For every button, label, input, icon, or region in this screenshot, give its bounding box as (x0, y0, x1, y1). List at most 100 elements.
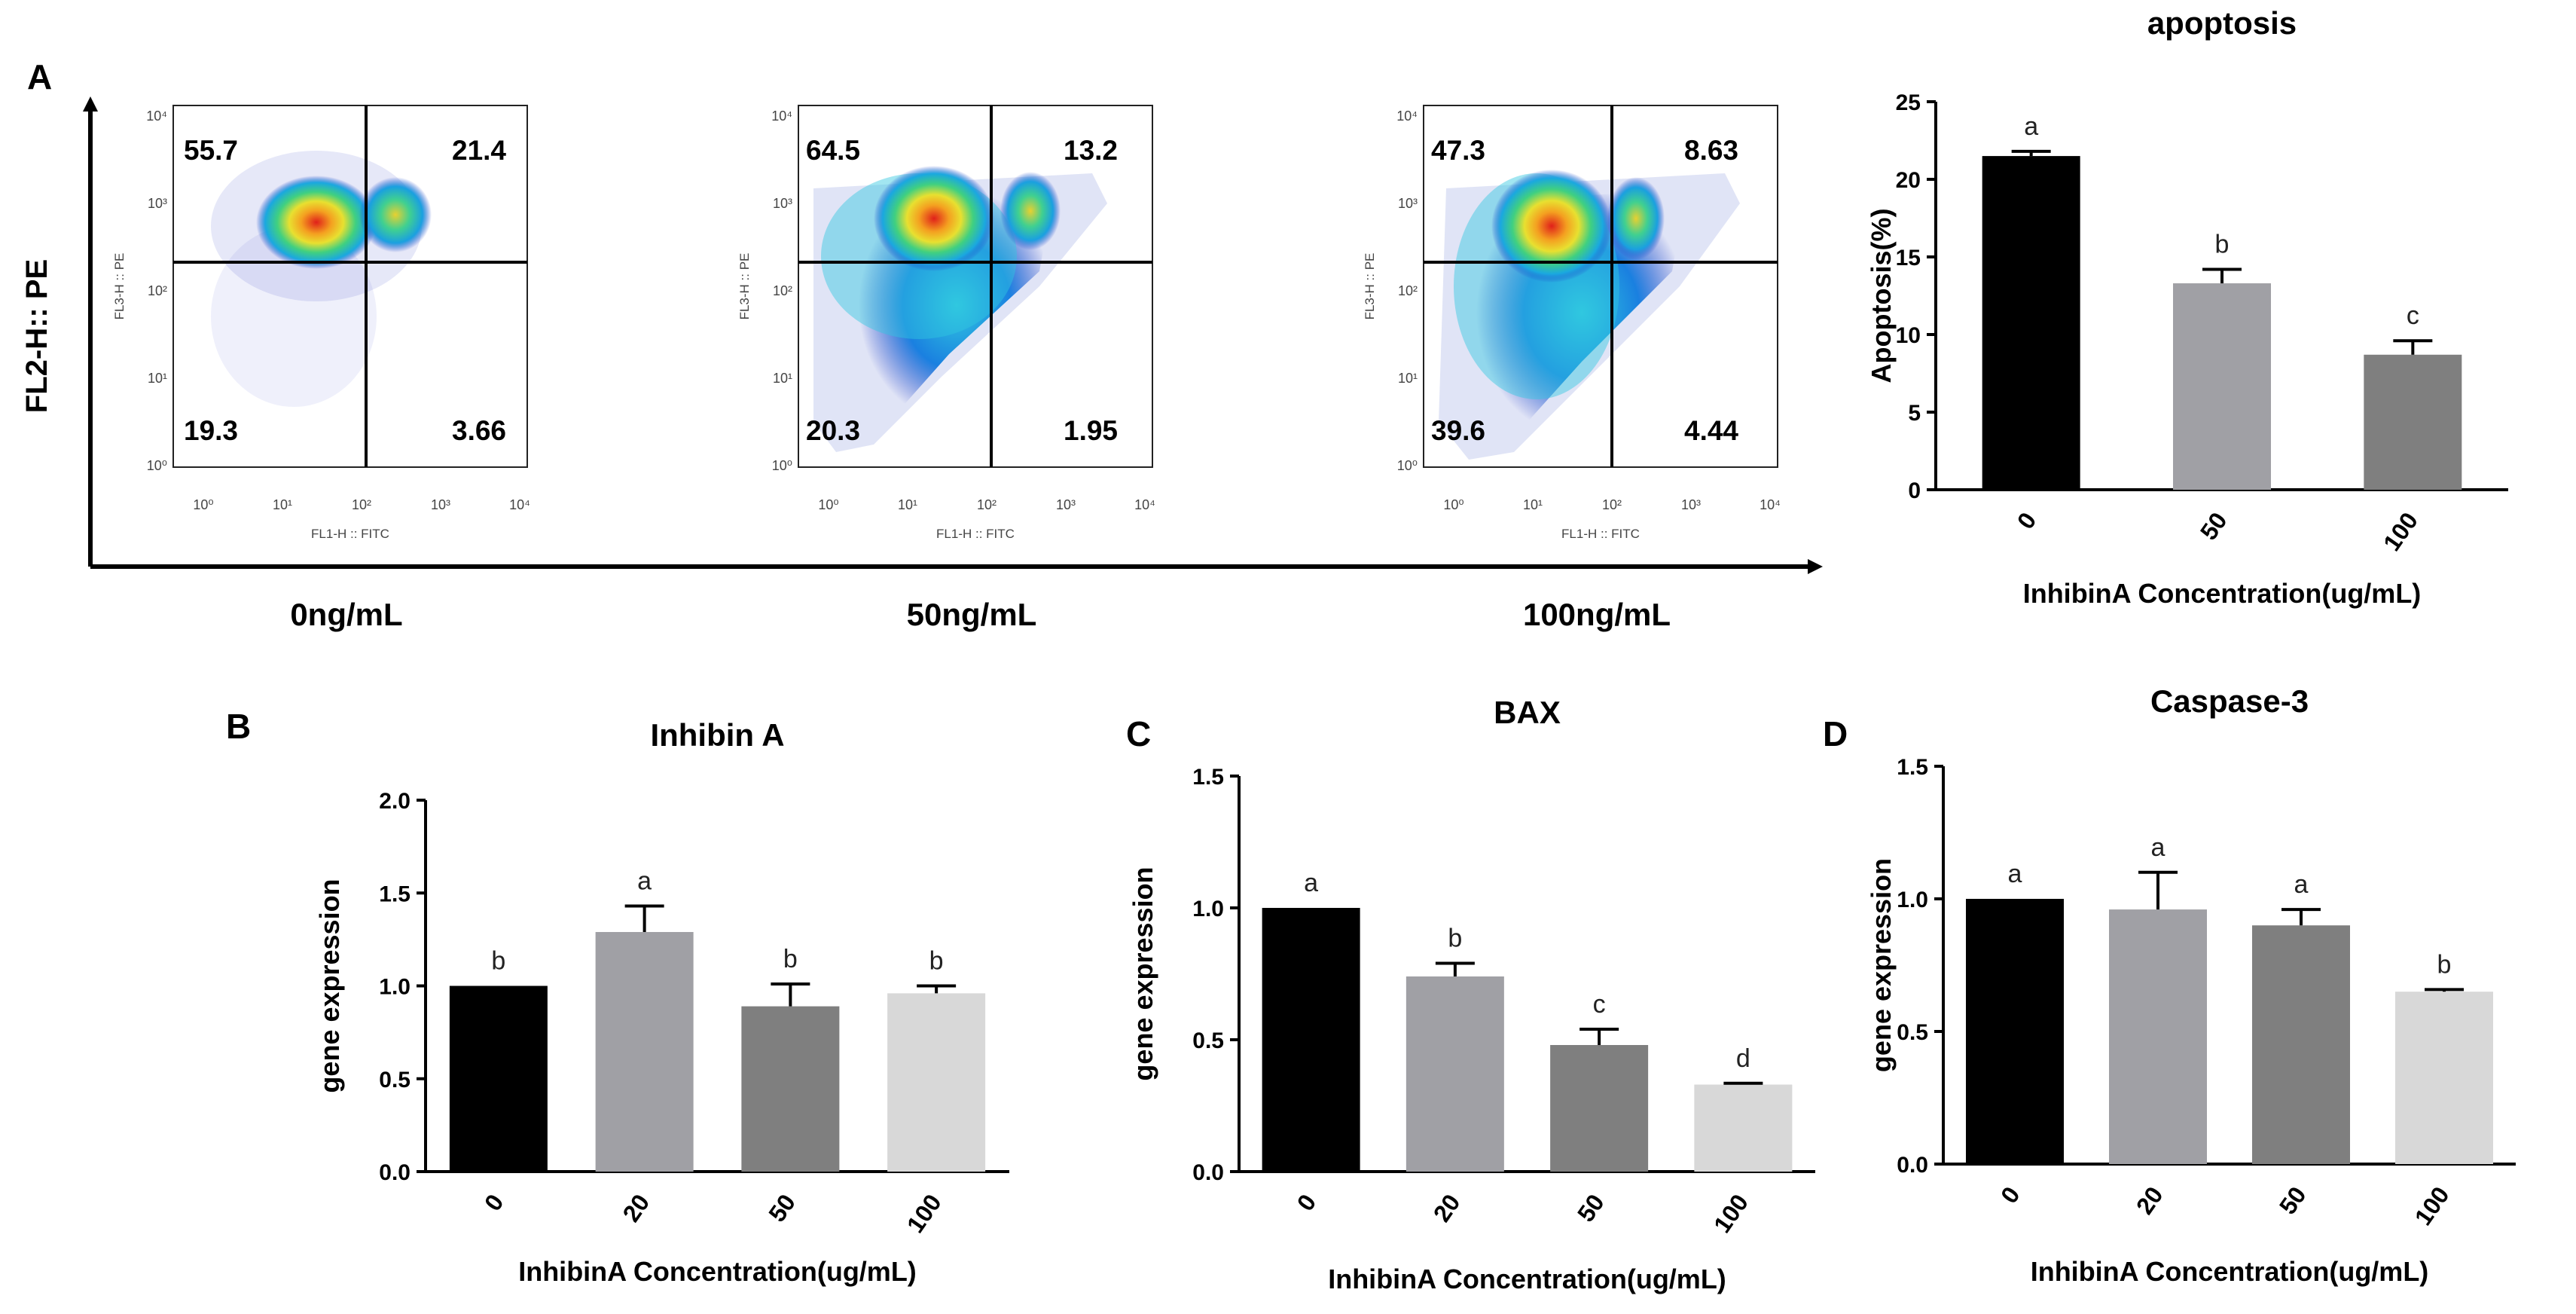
x-tick-label: 50 (2195, 507, 2233, 545)
x-axis-label: InhibinA Concentration(ug/mL) (2031, 1256, 2429, 1287)
flow-condition-label: 50ng/mL (907, 597, 1037, 632)
y-tick-label: 1.0 (379, 975, 411, 1000)
flow-cloud (1439, 170, 1740, 460)
chart-bax: BAX 0.0 0.5 1.0 1.5 gene expression a 0 b 20 c 50 d 1… (1128, 695, 1815, 1294)
x-tick-label: 50 (1572, 1189, 1610, 1227)
flow-plot-50ng: 64.5 13.2 20.3 1.95 10⁰ 10¹ 10² 10³ 10⁴ … (737, 105, 1155, 541)
flow-y-label: FL3-H :: PE (1363, 253, 1377, 320)
significance-letter: b (491, 947, 505, 976)
bar (1966, 899, 2064, 1164)
x-tick-label: 20 (617, 1189, 655, 1227)
x-tick-label: 10¹ (898, 497, 917, 512)
chart-apoptosis: apoptosis 0 5 10 15 20 25 Apoptosis(%) a 0 b 50 c 100… (1866, 5, 2508, 609)
x-tick-label: 100 (902, 1189, 947, 1237)
x-tick-label: 0 (479, 1189, 509, 1215)
significance-letter: d (1736, 1044, 1750, 1073)
y-tick-label: 10³ (148, 196, 167, 211)
y-axis-label: Apoptosis(%) (1866, 209, 1897, 384)
x-tick-label: 50 (2274, 1181, 2312, 1219)
y-tick-label: 1.5 (1192, 765, 1224, 790)
significance-letter: a (2151, 833, 2165, 862)
quadrant-ll-value: 20.3 (806, 415, 860, 446)
flow-plot-0ng: 55.7 21.4 19.3 3.66 10⁰ 10¹ 10² 10³ 10⁴ … (112, 105, 530, 541)
y-tick-label: 10² (773, 283, 792, 298)
x-tick-label: 10³ (1681, 497, 1701, 512)
significance-letter: a (2294, 870, 2309, 899)
quadrant-ur-value: 8.63 (1684, 135, 1738, 166)
x-tick-label: 100 (1708, 1189, 1753, 1237)
y-tick-label: 0.0 (379, 1160, 411, 1185)
bar (2173, 283, 2271, 490)
significance-letter: b (1448, 924, 1462, 953)
y-tick-label: 10¹ (773, 371, 792, 386)
y-tick-label: 0.0 (1897, 1153, 1928, 1178)
y-tick-label: 1.0 (1192, 897, 1224, 921)
y-tick-label: 10³ (1398, 196, 1418, 211)
flow-x-label: FL1-H :: FITC (1561, 527, 1640, 541)
y-tick-label: 10¹ (148, 371, 167, 386)
panel-label-b: B (226, 707, 251, 746)
x-axis-label: InhibinA Concentration(ug/mL) (518, 1256, 917, 1287)
bar (2109, 909, 2207, 1164)
y-tick-label: 10⁴ (771, 108, 792, 124)
y-axis-label: gene expression (1866, 858, 1897, 1072)
y-tick-label: 10⁰ (1397, 458, 1418, 473)
x-tick-label: 10⁰ (193, 497, 213, 512)
flow-y-label: FL3-H :: PE (737, 253, 752, 320)
y-tick-label: 10² (1398, 283, 1418, 298)
bar (1982, 156, 2080, 490)
y-tick-label: 15 (1896, 246, 1921, 270)
quadrant-ll-value: 19.3 (184, 415, 238, 446)
x-tick-label: 10² (1602, 497, 1622, 512)
quadrant-ul-value: 55.7 (184, 135, 238, 166)
significance-letter: b (2215, 230, 2230, 258)
flow-y-label: FL3-H :: PE (112, 253, 127, 320)
quadrant-ul-value: 47.3 (1431, 135, 1485, 166)
chart-title: Inhibin A (650, 717, 784, 753)
y-tick-label: 25 (1896, 90, 1921, 115)
y-tick-label: 2.0 (379, 789, 411, 814)
y-tick-label: 0.5 (1192, 1028, 1224, 1053)
x-tick-label: 10² (352, 497, 371, 512)
x-tick-label: 10⁴ (509, 497, 530, 512)
y-tick-label: 0.5 (379, 1068, 411, 1092)
panel-label-d: D (1823, 714, 1848, 753)
bar (449, 986, 548, 1172)
quadrant-ll-value: 39.6 (1431, 415, 1485, 446)
y-tick-label: 1.5 (1897, 755, 1928, 780)
y-axis-label: gene expression (314, 879, 345, 1092)
x-tick-label: 10³ (1056, 497, 1076, 512)
x-tick-label: 10¹ (1523, 497, 1543, 512)
significance-letter: a (1304, 869, 1318, 897)
bar (1550, 1045, 1649, 1172)
x-tick-label: 10⁴ (1134, 497, 1155, 512)
y-tick-label: 0 (1908, 478, 1921, 503)
y-tick-label: 10¹ (1398, 371, 1418, 386)
flow-y-axis-label: FL2-H:: PE (20, 259, 53, 413)
bar (1694, 1084, 1793, 1172)
panel-label-a: A (27, 57, 52, 96)
chart-title: BAX (1494, 695, 1561, 730)
significance-letter: c (1593, 990, 1606, 1019)
significance-letter: a (637, 867, 652, 896)
quadrant-ul-value: 64.5 (806, 135, 860, 166)
chart-title: apoptosis (2147, 5, 2297, 41)
x-tick-label: 20 (1428, 1189, 1466, 1227)
bar (887, 993, 986, 1172)
x-tick-label: 0 (2012, 507, 2042, 533)
bar (595, 932, 694, 1172)
y-tick-label: 0.0 (1192, 1160, 1224, 1185)
x-tick-label: 0 (1995, 1181, 2025, 1208)
chart-title: Caspase-3 (2150, 683, 2309, 719)
y-tick-label: 10³ (773, 196, 792, 211)
flow-x-label: FL1-H :: FITC (936, 527, 1015, 541)
chart-caspase-3: Caspase-3 0.0 0.5 1.0 1.5 gene expression a 0 a 2… (1866, 683, 2516, 1287)
bar (1262, 908, 1360, 1172)
significance-letter: a (2024, 112, 2038, 141)
x-tick-label: 10⁰ (1443, 497, 1463, 512)
x-tick-label: 10¹ (273, 497, 292, 512)
flow-x-label: FL1-H :: FITC (311, 527, 389, 541)
y-axis-label: gene expression (1128, 866, 1158, 1080)
bar (1406, 976, 1504, 1172)
